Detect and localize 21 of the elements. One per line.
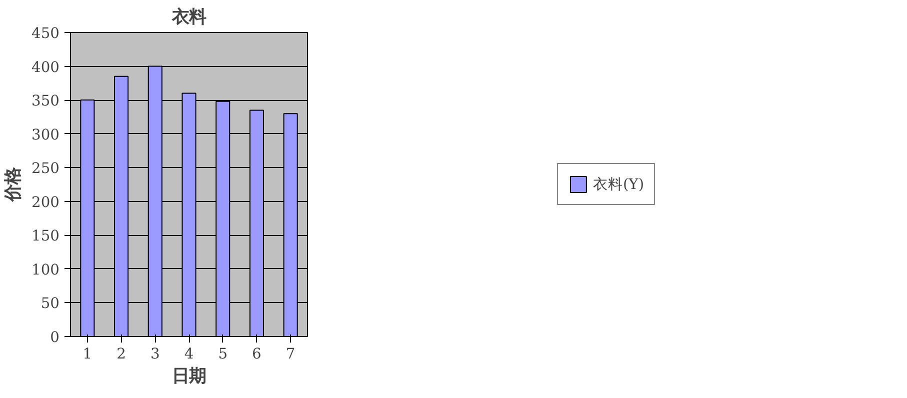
y-tick-label: 350	[32, 92, 60, 110]
y-tick-label: 150	[32, 228, 60, 245]
y-tick-label: 200	[32, 194, 60, 211]
x-tick-label: 2	[116, 346, 126, 362]
y-tick-label: 400	[32, 58, 60, 76]
x-tick-label: 7	[286, 346, 296, 362]
y-tick-label: 50	[40, 295, 60, 312]
y-tick-label: 0	[50, 329, 60, 346]
x-tick-label: 1	[82, 346, 92, 362]
chart-title: 衣料	[171, 8, 206, 28]
y-tick-label: 300	[32, 126, 60, 144]
y-axis-title: 价格	[4, 166, 24, 202]
x-tick-label: 5	[218, 346, 228, 362]
y-tick-label: 250	[32, 160, 60, 178]
x-tick-label: 4	[184, 346, 194, 362]
x-tick-label: 6	[252, 346, 262, 362]
y-tick-label: 100	[32, 261, 60, 278]
x-axis-title: 日期	[172, 366, 206, 386]
x-tick-label: 3	[150, 346, 160, 362]
legend-label: 衣料(Y)	[592, 174, 644, 194]
y-tick-label: 450	[32, 25, 60, 42]
